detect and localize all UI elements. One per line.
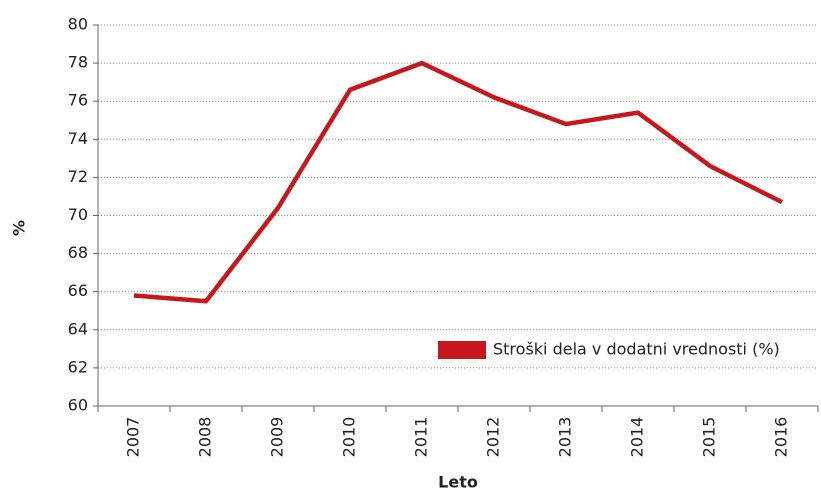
y-tick-label: 64 <box>68 319 88 338</box>
legend-label: Stroški dela v dodatni vrednosti (%) <box>493 340 780 359</box>
x-tick-label: 2011 <box>412 417 431 458</box>
x-tick-label: 2009 <box>268 417 287 458</box>
y-tick-label: 66 <box>68 281 88 300</box>
x-tick-label: 2014 <box>628 417 647 458</box>
y-tick-label: 70 <box>68 205 88 224</box>
legend-swatch <box>438 341 486 359</box>
y-tick-label: 68 <box>68 243 88 262</box>
line-series <box>133 60 784 304</box>
x-axis-title: Leto <box>438 473 478 492</box>
x-tick-label: 2013 <box>556 417 575 458</box>
y-tick-label: 78 <box>68 53 88 72</box>
x-tick-label: 2010 <box>340 417 359 458</box>
y-tick-label: 62 <box>68 357 88 376</box>
x-tick-label: 2007 <box>124 417 143 458</box>
y-tick-label: 80 <box>68 15 88 34</box>
y-tick-label: 60 <box>68 396 88 415</box>
x-tick-label: 2008 <box>196 417 215 458</box>
x-tick-label: 2012 <box>484 417 503 458</box>
x-tick-label: 2016 <box>772 417 791 458</box>
x-tick-label: 2015 <box>700 417 719 458</box>
y-tick-label: 76 <box>68 91 88 110</box>
y-tick-label: 74 <box>68 129 88 148</box>
y-tick-label: 72 <box>68 167 88 186</box>
y-axis-title: % <box>10 220 29 236</box>
